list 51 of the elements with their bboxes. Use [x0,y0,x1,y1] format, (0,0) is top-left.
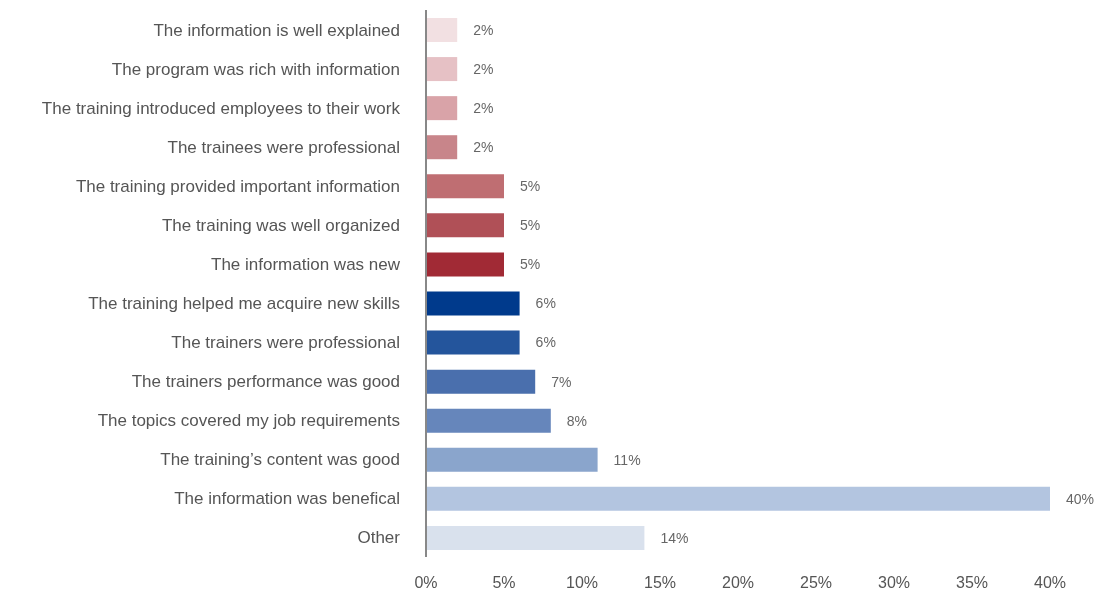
data-label: 11% [613,451,641,468]
bar [426,135,458,160]
data-label: 2% [473,21,494,38]
bar [426,486,1050,511]
x-tick-label: 25% [799,574,833,592]
data-label: 6% [535,334,556,351]
bar [426,213,504,238]
x-tick-label: 10% [565,574,599,592]
y-tick-label: The trainers performance was good [131,372,400,392]
y-tick-label: The training was well organized [161,215,400,235]
data-label: 2% [473,60,494,77]
x-tick-label: 15% [643,574,677,592]
bar [426,18,458,42]
x-tick-label: 30% [877,574,911,592]
y-tick-label: The topics covered my job requirements [97,411,400,431]
y-tick-label: The information was new [211,255,401,274]
bar [426,330,520,355]
bar [426,447,598,472]
bar [426,57,458,82]
y-tick-label: The information is well explained [153,20,400,40]
y-tick-label: The training’s content was good [160,450,400,470]
y-tick-label: The trainees were professional [167,137,400,157]
bar [426,291,520,316]
bar [426,408,551,433]
data-label: 2% [473,100,494,117]
data-label: 5% [520,217,541,234]
y-tick-label: The training introduced employees to their work [41,98,401,118]
bar [426,252,504,277]
data-label: 2% [473,139,494,156]
x-tick-label: 20% [721,574,755,592]
x-tick-label: 40% [1033,574,1067,592]
data-label: 40% [1066,490,1095,507]
x-tick-label: 5% [492,574,516,592]
bar [426,525,645,550]
bar [426,174,504,199]
bar [426,96,458,121]
data-label: 5% [520,178,541,195]
y-tick-label: The program was rich with information [111,59,400,79]
bar [426,369,536,394]
x-tick-label: 0% [414,574,438,592]
data-label: 5% [520,256,541,273]
x-tick-label: 35% [955,574,989,592]
y-tick-label: The trainers were professional [171,333,400,353]
data-label: 8% [566,412,588,429]
data-label: 14% [660,529,689,546]
y-tick-label: Other [357,528,401,548]
y-tick-label: The information was benefical [174,489,400,509]
y-tick-label: The training helped me acquire new skills [88,294,400,314]
data-label: 6% [535,295,556,312]
y-tick-label: The training provided important information [75,176,400,196]
data-label: 7% [551,373,572,390]
